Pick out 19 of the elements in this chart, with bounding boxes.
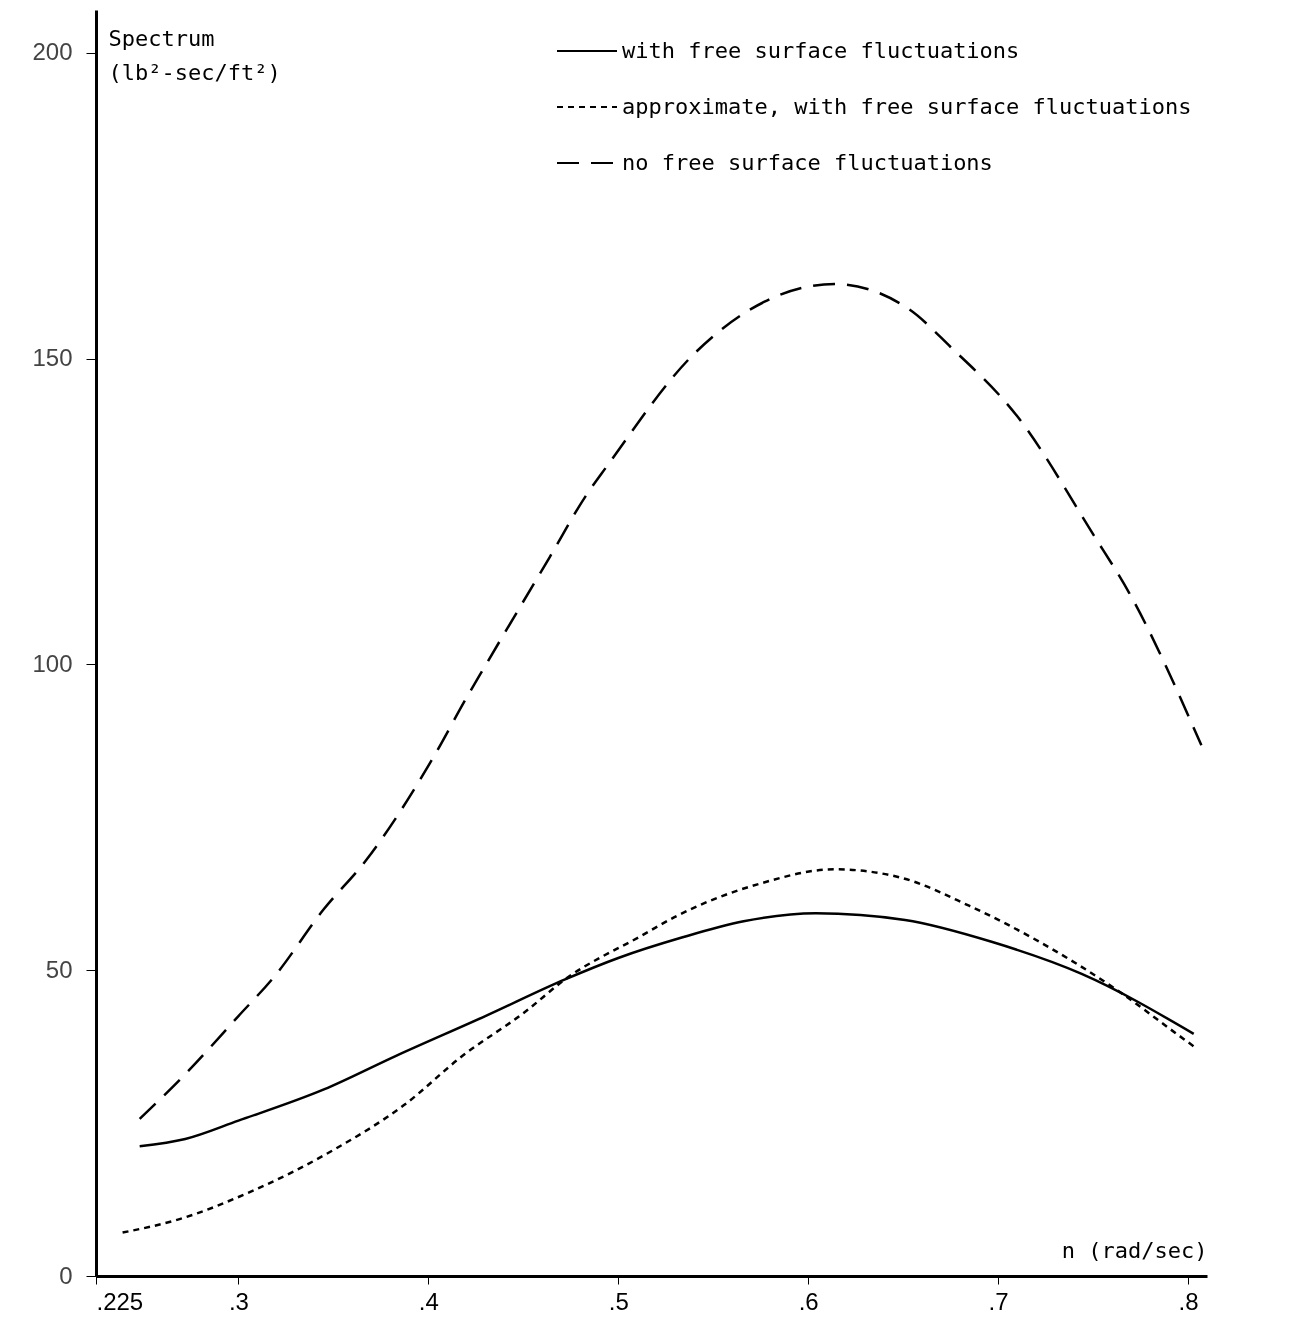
line-series xyxy=(138,912,1195,1148)
legend-label: with free surface fluctuations xyxy=(622,38,1020,63)
y-tick-label: 50 xyxy=(45,955,73,983)
legend-label: no free surface fluctuations xyxy=(622,150,993,175)
x-tick-label: .8 xyxy=(1178,1287,1199,1315)
y-tick-label: 100 xyxy=(32,649,73,677)
y-tick-label: 150 xyxy=(32,344,73,372)
x-tick-label: .7 xyxy=(988,1287,1009,1315)
line-series xyxy=(138,282,1203,1121)
x-axis-title: n (rad/sec) xyxy=(1061,1237,1208,1263)
x-tick-label: .4 xyxy=(418,1287,439,1315)
legend-label: approximate, with free surface fluctuations xyxy=(622,94,1192,119)
x-tick-label: .3 xyxy=(228,1287,249,1315)
y-tick-label: 200 xyxy=(32,38,73,66)
y-tick-label: 0 xyxy=(59,1261,73,1289)
x-tick-label: .5 xyxy=(608,1287,629,1315)
x-tick-label: .225 xyxy=(96,1287,144,1315)
x-tick-label: .6 xyxy=(798,1287,819,1315)
y-axis-title: Spectrum (lb²-sec/ft²) xyxy=(108,25,281,85)
